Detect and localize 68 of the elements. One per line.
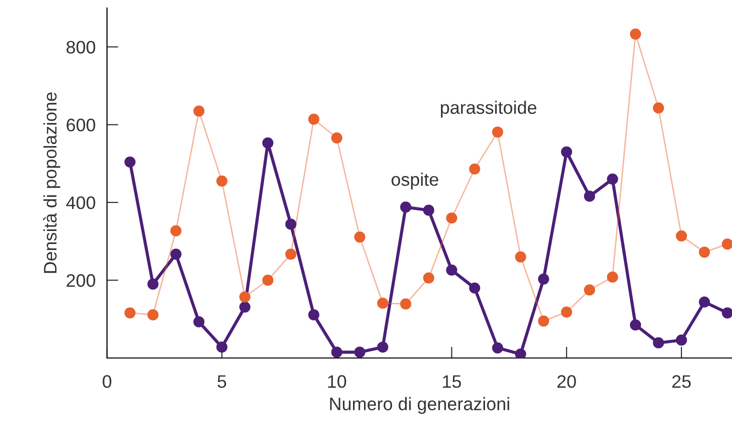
x-tick-label: 0 <box>102 375 112 388</box>
point <box>331 346 342 358</box>
point <box>698 246 710 258</box>
point <box>124 307 136 318</box>
point <box>170 225 182 236</box>
point <box>193 106 204 117</box>
point <box>515 251 526 262</box>
series-label: parassitoide <box>440 100 536 118</box>
point <box>354 346 366 358</box>
point <box>630 28 642 40</box>
point <box>423 272 434 284</box>
point <box>308 309 320 320</box>
point <box>676 334 688 346</box>
x-tick-label: 5 <box>218 375 226 388</box>
point <box>561 306 572 318</box>
point <box>285 218 296 230</box>
x-tick-label: 15 <box>443 375 461 388</box>
point <box>216 176 228 187</box>
point <box>538 316 550 327</box>
point <box>193 316 204 328</box>
point <box>170 248 182 260</box>
x-tick-label: 25 <box>672 375 691 388</box>
point <box>538 274 550 285</box>
x-tick-label: 20 <box>557 375 576 388</box>
x-axis-title: Numero di generazioni <box>330 397 510 414</box>
point <box>446 264 458 276</box>
series-label: ospite <box>392 172 438 190</box>
point <box>606 272 618 283</box>
point <box>262 274 274 286</box>
point <box>561 146 572 158</box>
point <box>377 298 388 309</box>
point <box>698 296 710 308</box>
x-tick-label: 10 <box>328 375 346 388</box>
point <box>377 342 388 353</box>
point <box>423 204 434 216</box>
y-tick-label: 200 <box>66 274 96 287</box>
point <box>584 190 596 202</box>
point <box>515 348 526 358</box>
point <box>239 291 250 302</box>
y-tick-label: 600 <box>66 118 96 132</box>
point <box>216 342 228 353</box>
point <box>400 298 412 310</box>
point <box>147 309 159 320</box>
point <box>469 282 480 294</box>
point <box>584 284 596 296</box>
point <box>124 156 136 168</box>
point <box>446 212 458 224</box>
point <box>652 102 664 114</box>
y-axis-title: Densità di popolazione <box>43 92 60 273</box>
point <box>354 232 366 243</box>
point <box>606 174 618 185</box>
point <box>676 230 688 242</box>
y-tick-label: 400 <box>66 196 96 210</box>
y-tick-label: 800 <box>66 40 96 54</box>
point <box>331 132 342 144</box>
point <box>400 202 412 213</box>
point <box>469 163 480 175</box>
point <box>492 342 504 354</box>
point <box>652 337 664 348</box>
point <box>722 307 732 318</box>
point <box>630 319 642 330</box>
point <box>492 126 504 138</box>
point <box>147 278 159 290</box>
point <box>285 248 296 260</box>
point <box>308 114 320 125</box>
point <box>262 137 274 148</box>
point <box>722 238 732 250</box>
point <box>239 302 250 313</box>
